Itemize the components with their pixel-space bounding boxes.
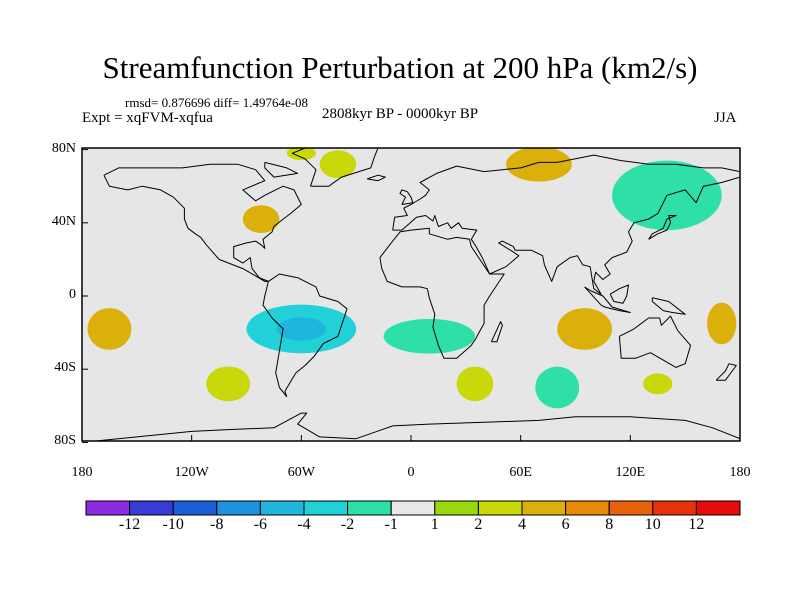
coastline-new-guinea [651, 297, 686, 315]
season-label: JJA [714, 110, 737, 126]
coastline-antarctica [90, 412, 740, 441]
anomaly-south-atlantic-low [383, 318, 475, 354]
coastline-greenland [291, 148, 379, 187]
colorbar-swatch [434, 500, 479, 516]
coastline-africa [379, 227, 505, 359]
colorbar-swatch [608, 500, 654, 516]
lon-label: 0 [407, 465, 415, 480]
anomaly-south-pacific-high [206, 366, 251, 402]
colorbar-label: -2 [340, 516, 355, 533]
colorbar-label: -1 [384, 516, 398, 533]
anomaly-core-east-pacific-high [715, 313, 729, 334]
coastline-south-america [262, 273, 348, 398]
experiment-label: Expt = xqFVM-xqfua [82, 110, 213, 126]
anomaly-core-eurasia-high [524, 156, 554, 173]
anomaly-north-atlantic-high [286, 148, 316, 161]
colorbar-label: -4 [297, 516, 311, 533]
coastline-eurasia [392, 154, 740, 295]
anomaly-greenland-high [319, 150, 357, 179]
chart-title: Streamfunction Perturbation at 200 hPa (… [102, 50, 698, 85]
lat-label: 80N [51, 140, 76, 156]
colorbar-swatch [216, 500, 261, 516]
colorbar-label: 6 [561, 516, 570, 533]
lon-label: 60W [287, 465, 315, 480]
lon-label: 120E [615, 465, 646, 480]
coastline-indonesia [584, 286, 631, 313]
anomaly-core-indian-ocean-high [572, 319, 597, 339]
colorbar-label: 2 [474, 516, 483, 533]
colorbar-label: 10 [644, 516, 661, 533]
period-label: 2808kyr BP - 0000kyr BP [322, 106, 479, 122]
lat-label: 80S [54, 433, 76, 449]
coastline-new-zealand [715, 363, 737, 381]
coastline-madagascar [490, 321, 503, 343]
coastline-britain [399, 189, 414, 205]
colorbar-swatch [390, 500, 436, 516]
colorbar-swatch [172, 500, 218, 516]
colorbar-label: -6 [253, 516, 268, 533]
colorbar-label: 1 [430, 516, 439, 533]
colorbar-swatch [695, 500, 741, 516]
anomaly-core-tropical-atlantic-low [276, 317, 327, 341]
coastline-australia [618, 315, 692, 368]
colorbar-label: 8 [605, 516, 614, 533]
lon-label: 180 [729, 465, 751, 480]
anomaly-core-west-pacific-high [99, 319, 120, 339]
colorbar-swatch [303, 500, 349, 516]
colorbar [85, 500, 741, 516]
colorbar-label: -10 [162, 516, 184, 533]
axis-ticks [81, 149, 741, 443]
lon-label: 120W [174, 465, 209, 480]
colorbar-label: 12 [688, 516, 705, 533]
colorbar-swatch [652, 500, 697, 516]
anomaly-core-east-us-high [252, 212, 270, 226]
lon-label: 60E [509, 465, 532, 480]
anomaly-subantarctic-high [643, 373, 673, 395]
coastline-iceland [366, 174, 386, 182]
stats-line: rmsd= 0.876696 diff= 1.49764e-08 [125, 95, 309, 110]
colorbar-swatch [129, 500, 174, 516]
colorbar-swatch [347, 500, 392, 516]
coastline-borneo [609, 284, 629, 304]
colorbar-swatch [521, 500, 567, 516]
coastlines [90, 148, 740, 441]
lat-label: 0 [69, 287, 76, 302]
coastline-svalbard-baffin [264, 161, 299, 178]
lat-label: 40N [51, 213, 76, 229]
colorbar-swatch [565, 500, 610, 516]
lat-label: 40S [54, 360, 76, 376]
colorbar-swatch [85, 500, 131, 516]
colorbar-label: 4 [518, 516, 526, 533]
coastline-japan [648, 215, 677, 240]
colorbar-label: -12 [118, 516, 141, 533]
colorbar-swatch [477, 500, 523, 516]
coastline-north-america [103, 163, 302, 282]
lon-label: 180 [71, 465, 93, 480]
anomaly-south-africa-high [456, 366, 494, 402]
colorbar-swatch [259, 500, 305, 516]
anomaly-south-indian-low [535, 366, 580, 409]
colorbar-label: -8 [210, 516, 224, 533]
